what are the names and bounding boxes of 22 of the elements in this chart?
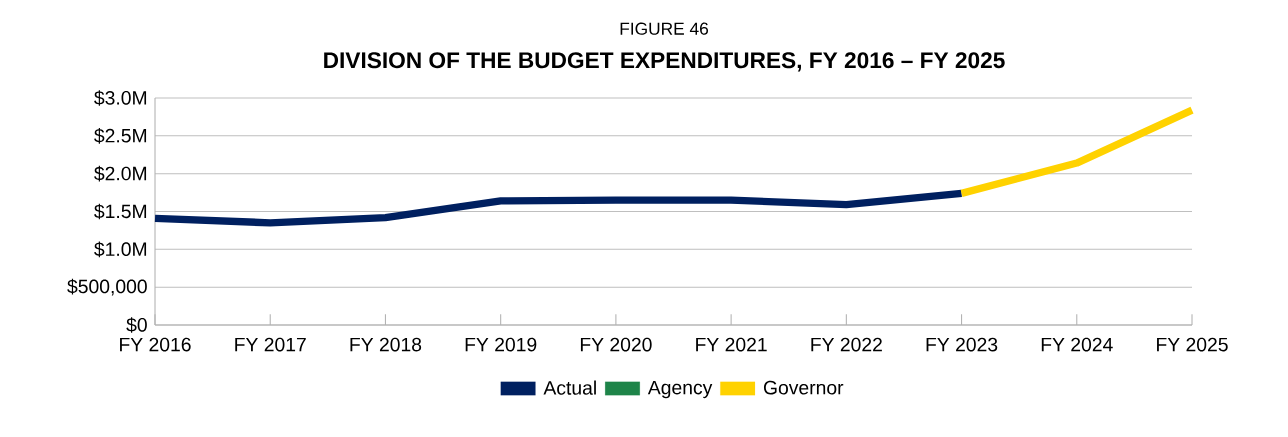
x-tick-label: FY 2020 [580, 337, 652, 352]
chart-subtitle: FIGURE 46 [620, 22, 709, 35]
x-tick-label: FY 2018 [350, 337, 422, 352]
legend-label: Actual [543, 380, 596, 395]
y-tick-label: $1.5M [94, 203, 147, 220]
x-tick-label: FY 2022 [811, 337, 882, 352]
y-tick-label: $1.0M [94, 241, 147, 258]
x-tick-label: FY 2016 [120, 337, 191, 352]
y-tick-label: $2.0M [94, 165, 147, 182]
y-tick-label: $500,000 [67, 278, 147, 296]
x-tick-label: FY 2023 [926, 337, 998, 352]
x-tick-label: FY 2024 [1041, 337, 1113, 352]
y-tick-label: $0 [126, 317, 147, 333]
legend-label: Agency [647, 380, 713, 399]
legend-label: Governor [763, 380, 844, 395]
chart-title: DIVISION OF THE BUDGET EXPENDITURES, FY 2016 – FY 2025 [324, 52, 1005, 72]
x-tick-label: FY 2021 [696, 337, 767, 352]
y-tick-label: $2.5M [94, 128, 147, 144]
x-tick-label: FY 2017 [235, 337, 306, 352]
y-tick-label: $3.0M [94, 90, 147, 106]
x-tick-label: FY 2019 [465, 337, 537, 352]
x-tick-label: FY 2025 [1157, 337, 1228, 352]
